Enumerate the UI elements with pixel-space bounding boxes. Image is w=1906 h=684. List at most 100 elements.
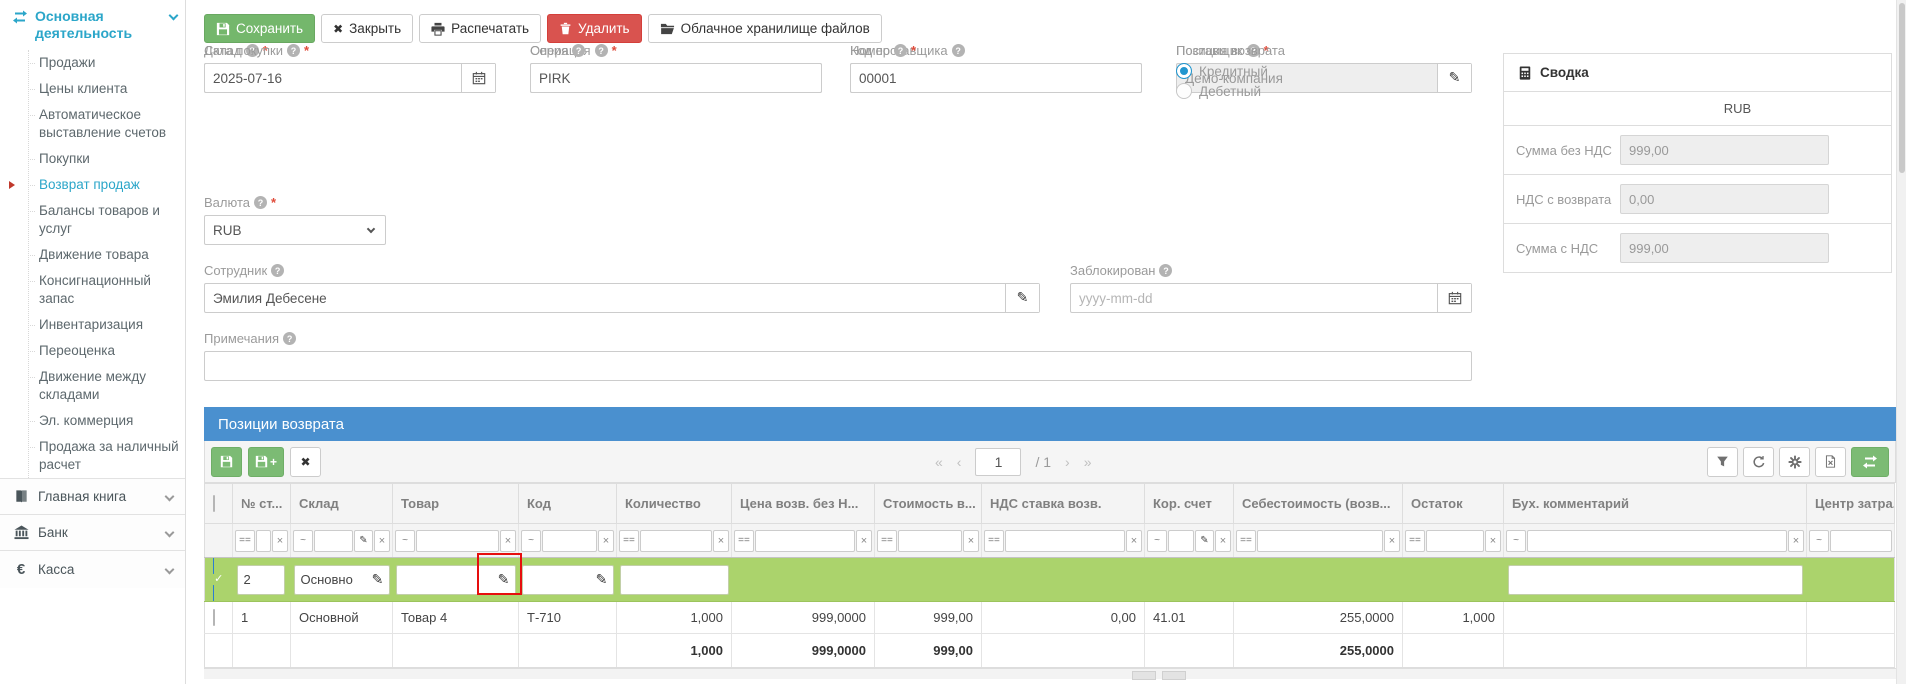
page-scrollbar[interactable] bbox=[1896, 0, 1906, 684]
help-icon[interactable] bbox=[1159, 264, 1173, 277]
clear-filter-icon[interactable] bbox=[272, 529, 288, 552]
seriya-input[interactable] bbox=[531, 70, 821, 86]
help-icon[interactable] bbox=[951, 44, 965, 57]
bottom-pager-button[interactable] bbox=[1162, 671, 1186, 680]
filter-input[interactable] bbox=[256, 529, 271, 552]
col-sebestoimost[interactable]: Себестоимость (возв... bbox=[1233, 483, 1403, 524]
select-all-checkbox[interactable] bbox=[213, 495, 215, 512]
filter-op[interactable]: == bbox=[619, 529, 639, 552]
sidebar-item-pokupki[interactable]: Покупки bbox=[28, 146, 185, 172]
page-number-input[interactable]: 1 bbox=[975, 448, 1022, 476]
filter-input[interactable] bbox=[898, 529, 962, 552]
sotrudnik-input[interactable] bbox=[205, 290, 1005, 306]
clear-filter-icon[interactable] bbox=[1384, 529, 1400, 552]
clear-filter-icon[interactable] bbox=[856, 529, 872, 552]
sidebar-item-dvizhenie-mezhdu-skladami[interactable]: Движение между складами bbox=[28, 364, 185, 408]
scrollbar-thumb[interactable] bbox=[1898, 3, 1905, 173]
help-icon[interactable] bbox=[1246, 44, 1260, 57]
sidebar-section-glavnaya-kniga[interactable]: Главная книга bbox=[0, 478, 185, 514]
filter-input[interactable] bbox=[542, 529, 597, 552]
col-kod[interactable]: Код bbox=[518, 483, 617, 524]
edit-kod-input[interactable] bbox=[522, 572, 591, 587]
sidebar-item-dvizhenie-tovara[interactable]: Движение товара bbox=[28, 242, 185, 268]
filter-input[interactable] bbox=[755, 529, 855, 552]
sidebar-item-ceny-klienta[interactable]: Цены клиента bbox=[28, 76, 185, 102]
last-page-icon[interactable] bbox=[1084, 454, 1092, 470]
sidebar-item-balansy[interactable]: Балансы товаров и услуг bbox=[28, 198, 185, 242]
prev-page-icon[interactable] bbox=[957, 454, 962, 470]
filter-op[interactable]: == bbox=[734, 529, 754, 552]
col-tovar[interactable]: Товар bbox=[392, 483, 519, 524]
settings-button[interactable] bbox=[1779, 446, 1810, 477]
clear-filter-icon[interactable] bbox=[1215, 529, 1231, 552]
filter-input[interactable] bbox=[1005, 529, 1125, 552]
sidebar-item-konsignacionnyj-zapas[interactable]: Консигнационный запас bbox=[28, 268, 185, 312]
bottom-pager-button[interactable] bbox=[1132, 671, 1156, 680]
help-icon[interactable] bbox=[594, 44, 608, 57]
clear-filter-icon[interactable] bbox=[598, 529, 614, 552]
sidebar-header-main-activity[interactable]: Основная деятельность bbox=[0, 0, 185, 48]
col-num[interactable]: № ст... bbox=[232, 483, 291, 524]
clear-filter-icon[interactable] bbox=[1126, 529, 1142, 552]
filter-input[interactable] bbox=[1168, 529, 1194, 552]
clear-filter-icon[interactable] bbox=[713, 529, 729, 552]
filter-op[interactable]: == bbox=[1405, 529, 1425, 552]
edit-sklad-input[interactable] bbox=[294, 572, 367, 587]
data-pokupki-input[interactable] bbox=[205, 70, 461, 86]
edit-tovar-input[interactable] bbox=[396, 572, 493, 587]
sidebar-item-el-kommerciya[interactable]: Эл. коммерция bbox=[28, 408, 185, 434]
filter-op[interactable]: ~ bbox=[1506, 529, 1526, 552]
filter-input[interactable] bbox=[1527, 529, 1787, 552]
col-stoimost[interactable]: Стоимость в... bbox=[874, 483, 982, 524]
grid-save-and-add-button[interactable]: + bbox=[248, 446, 285, 477]
pencil-icon[interactable] bbox=[1005, 284, 1039, 312]
col-centr-zatrat[interactable]: Центр затра... bbox=[1806, 483, 1895, 524]
col-nds-stavka[interactable]: НДС ставка возв. bbox=[981, 483, 1145, 524]
filter-input[interactable] bbox=[640, 529, 712, 552]
sidebar-item-prodazhi[interactable]: Продажи bbox=[28, 50, 185, 76]
col-buh-kommentarij[interactable]: Бух. комментарий bbox=[1503, 483, 1807, 524]
pencil-icon[interactable] bbox=[367, 572, 389, 588]
sidebar-item-prodazha-za-nalichnyj[interactable]: Продажа за наличный расчет bbox=[28, 434, 185, 478]
filter-op[interactable]: == bbox=[984, 529, 1004, 552]
filter-op[interactable]: == bbox=[235, 529, 255, 552]
sidebar-item-avto-vystavlenie[interactable]: Автоматическое выставление счетов bbox=[28, 102, 185, 146]
pencil-icon[interactable] bbox=[354, 529, 373, 552]
help-icon[interactable] bbox=[572, 44, 586, 57]
col-cena[interactable]: Цена возв. без Н... bbox=[731, 483, 875, 524]
help-icon[interactable] bbox=[254, 196, 267, 209]
swap-view-button[interactable] bbox=[1851, 446, 1889, 477]
filter-input[interactable] bbox=[314, 529, 353, 552]
edit-kolichestvo-input[interactable] bbox=[619, 564, 729, 595]
save-button[interactable]: Сохранить bbox=[204, 14, 316, 43]
radio-debetnyj[interactable]: Дебетный bbox=[1176, 83, 1472, 99]
export-excel-button[interactable] bbox=[1815, 446, 1846, 477]
pencil-icon[interactable] bbox=[1437, 64, 1471, 92]
clear-filter-icon[interactable] bbox=[500, 529, 516, 552]
clear-filter-icon[interactable] bbox=[374, 529, 390, 552]
edit-num-input[interactable] bbox=[237, 572, 284, 587]
filter-op[interactable]: == bbox=[1236, 529, 1256, 552]
pencil-icon[interactable] bbox=[591, 572, 613, 588]
filter-op[interactable]: == bbox=[877, 529, 897, 552]
primechaniya-input[interactable] bbox=[205, 358, 1471, 374]
refresh-button[interactable] bbox=[1743, 446, 1774, 477]
sidebar-item-inventarizaciya[interactable]: Инвентаризация bbox=[28, 312, 185, 338]
clear-filter-icon[interactable] bbox=[1788, 529, 1804, 552]
help-icon[interactable] bbox=[283, 332, 297, 345]
sidebar-section-kassa[interactable]: Касса bbox=[0, 550, 185, 588]
filter-op[interactable]: ~ bbox=[395, 529, 415, 552]
next-page-icon[interactable] bbox=[1065, 454, 1070, 470]
filter-op[interactable]: ~ bbox=[1809, 529, 1829, 552]
filter-op[interactable]: ~ bbox=[1147, 529, 1167, 552]
first-page-icon[interactable] bbox=[935, 454, 943, 470]
col-kolichestvo[interactable]: Количество bbox=[616, 483, 732, 524]
filter-input[interactable] bbox=[1426, 529, 1484, 552]
col-sklad[interactable]: Склад bbox=[290, 483, 393, 524]
filter-op[interactable]: ~ bbox=[521, 529, 541, 552]
clear-filter-icon[interactable] bbox=[963, 529, 979, 552]
clear-filter-icon[interactable] bbox=[1485, 529, 1501, 552]
sidebar-item-vozvrat-prodazh[interactable]: Возврат продаж bbox=[9, 172, 185, 198]
edit-buh-kommentarij-input[interactable] bbox=[1507, 564, 1803, 595]
help-icon[interactable] bbox=[271, 264, 285, 277]
